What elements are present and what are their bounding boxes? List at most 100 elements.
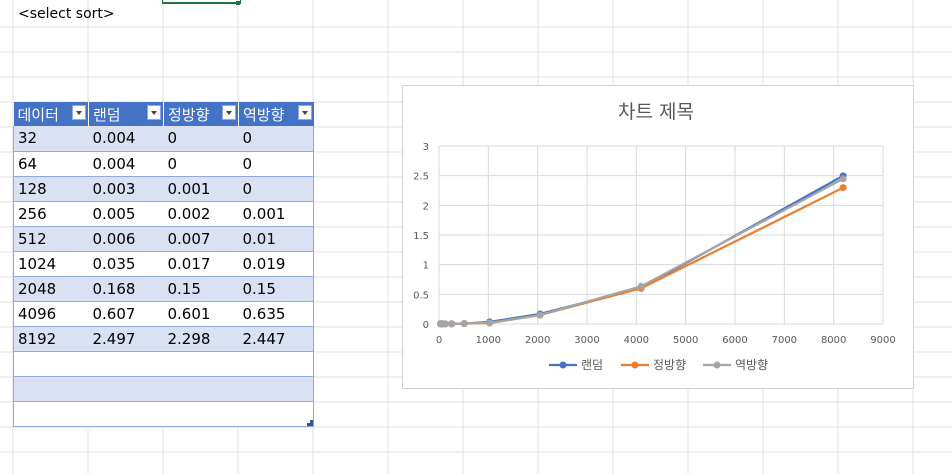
data-point[interactable] bbox=[486, 319, 494, 327]
x-tick-label: 9000 bbox=[870, 335, 895, 346]
table-cell[interactable]: 0.168 bbox=[88, 276, 164, 302]
table-cell[interactable]: 0.001 bbox=[163, 176, 239, 202]
data-table: 데이터 랜덤 정방향 역방향 32 0.004 0 0 64 0.004 0 0 128 0.00… bbox=[13, 102, 314, 427]
table-cell[interactable] bbox=[13, 351, 89, 377]
table-cell[interactable]: 32 bbox=[13, 126, 89, 152]
table-cell[interactable]: 8192 bbox=[13, 326, 89, 352]
table-cell[interactable] bbox=[88, 401, 164, 427]
table-cell[interactable]: 0.017 bbox=[163, 251, 239, 277]
table-resize-handle[interactable] bbox=[307, 420, 313, 426]
table-cell[interactable]: 0 bbox=[163, 126, 239, 152]
chart-container[interactable]: 차트 제목 0 1000 2000 3000 4000 5000 6000 7000 8000 90… bbox=[402, 85, 914, 389]
table-cell[interactable]: 0.15 bbox=[238, 276, 314, 302]
table-cell[interactable]: 0.019 bbox=[238, 251, 314, 277]
table-cell[interactable]: 0 bbox=[163, 151, 239, 177]
table-cell[interactable]: 0.007 bbox=[163, 226, 239, 252]
table-row: 1024 0.035 0.017 0.019 bbox=[13, 251, 314, 277]
table-cell[interactable]: 0.15 bbox=[163, 276, 239, 302]
header-data: 데이터 bbox=[13, 102, 89, 126]
y-tick-label: 1 bbox=[423, 261, 429, 272]
legend-label[interactable]: 랜덤 bbox=[581, 358, 603, 372]
table-cell[interactable]: 0.004 bbox=[88, 151, 164, 177]
table-cell[interactable] bbox=[238, 401, 314, 427]
legend-label[interactable]: 정방향 bbox=[653, 358, 686, 372]
table-cell[interactable]: 2.447 bbox=[238, 326, 314, 352]
table-header-row: 데이터 랜덤 정방향 역방향 bbox=[13, 102, 314, 126]
table-row: 8192 2.497 2.298 2.447 bbox=[13, 326, 314, 352]
table-cell[interactable]: 0 bbox=[238, 126, 314, 152]
table-cell[interactable]: 256 bbox=[13, 201, 89, 227]
table-cell[interactable] bbox=[238, 376, 314, 402]
table-cell[interactable]: 0 bbox=[238, 176, 314, 202]
chart-title[interactable]: 차트 제목 bbox=[618, 101, 694, 123]
table-cell[interactable] bbox=[13, 401, 89, 427]
table-cell[interactable]: 2048 bbox=[13, 276, 89, 302]
table-cell[interactable]: 0.006 bbox=[88, 226, 164, 252]
table-cell[interactable] bbox=[163, 351, 239, 377]
x-tick-label: 0 bbox=[436, 335, 442, 346]
header-random: 랜덤 bbox=[88, 102, 164, 126]
header-label: 정방향 bbox=[168, 105, 210, 124]
table-cell[interactable] bbox=[88, 376, 164, 402]
table-cell[interactable]: 0.003 bbox=[88, 176, 164, 202]
table-cell[interactable]: 512 bbox=[13, 226, 89, 252]
table-row: 64 0.004 0 0 bbox=[13, 151, 314, 177]
table-cell[interactable]: 2.298 bbox=[163, 326, 239, 352]
header-reverse: 역방향 bbox=[238, 102, 314, 126]
x-tick-label: 2000 bbox=[525, 335, 550, 346]
data-point[interactable] bbox=[839, 175, 847, 183]
table-cell[interactable]: 1024 bbox=[13, 251, 89, 277]
table-cell[interactable]: 0.601 bbox=[163, 301, 239, 327]
fill-handle[interactable] bbox=[236, 1, 240, 5]
table-cell[interactable]: 0.004 bbox=[88, 126, 164, 152]
line-chart: 차트 제목 0 1000 2000 3000 4000 5000 6000 7000 8000 90… bbox=[413, 101, 896, 372]
table-cell[interactable] bbox=[88, 351, 164, 377]
table-cell[interactable]: 0.607 bbox=[88, 301, 164, 327]
table-cell[interactable]: 0.001 bbox=[238, 201, 314, 227]
table-cell[interactable]: 0.005 bbox=[88, 201, 164, 227]
header-label: 역방향 bbox=[243, 105, 285, 124]
filter-dropdown-icon[interactable] bbox=[297, 105, 312, 120]
x-tick-label: 1000 bbox=[476, 335, 501, 346]
legend-label[interactable]: 역방향 bbox=[735, 358, 768, 372]
x-tick-label: 5000 bbox=[673, 335, 698, 346]
y-tick-label: 2.5 bbox=[413, 172, 429, 183]
x-tick-label: 3000 bbox=[574, 335, 599, 346]
table-cell[interactable] bbox=[163, 401, 239, 427]
cell-select-sort[interactable]: <select sort> bbox=[18, 6, 115, 22]
table-row bbox=[13, 351, 314, 377]
table-cell[interactable]: 0 bbox=[238, 151, 314, 177]
table-cell[interactable]: 0.635 bbox=[238, 301, 314, 327]
table-cell[interactable] bbox=[238, 351, 314, 377]
table-cell[interactable]: 2.497 bbox=[88, 326, 164, 352]
header-label: 데이터 bbox=[17, 105, 59, 124]
y-tick-label: 3 bbox=[423, 142, 429, 153]
table-row bbox=[13, 376, 314, 402]
table-cell[interactable]: 4096 bbox=[13, 301, 89, 327]
table-cell[interactable]: 64 bbox=[13, 151, 89, 177]
table-cell[interactable]: 128 bbox=[13, 176, 89, 202]
table-row: 32 0.004 0 0 bbox=[13, 126, 314, 152]
legend-marker bbox=[559, 361, 567, 369]
table-row: 128 0.003 0.001 0 bbox=[13, 176, 314, 202]
table-cell[interactable]: 0.01 bbox=[238, 226, 314, 252]
x-tick-label: 4000 bbox=[624, 335, 649, 346]
data-point[interactable] bbox=[637, 282, 645, 290]
data-point[interactable] bbox=[460, 319, 468, 327]
table-cell[interactable]: 0.035 bbox=[88, 251, 164, 277]
filter-dropdown-icon[interactable] bbox=[147, 105, 161, 120]
filter-dropdown-icon[interactable] bbox=[72, 105, 86, 120]
data-point[interactable] bbox=[536, 311, 544, 319]
legend-marker bbox=[713, 361, 721, 369]
data-point[interactable] bbox=[441, 320, 449, 328]
table-row bbox=[13, 401, 314, 427]
header-label: 랜덤 bbox=[93, 105, 121, 124]
table-row: 256 0.005 0.002 0.001 bbox=[13, 201, 314, 227]
table-cell[interactable]: 0.002 bbox=[163, 201, 239, 227]
data-point[interactable] bbox=[839, 184, 847, 192]
table-cell[interactable] bbox=[163, 376, 239, 402]
y-tick-label: 2 bbox=[423, 201, 429, 212]
data-point[interactable] bbox=[448, 320, 456, 328]
table-cell[interactable] bbox=[13, 376, 89, 402]
filter-dropdown-icon[interactable] bbox=[222, 105, 236, 120]
